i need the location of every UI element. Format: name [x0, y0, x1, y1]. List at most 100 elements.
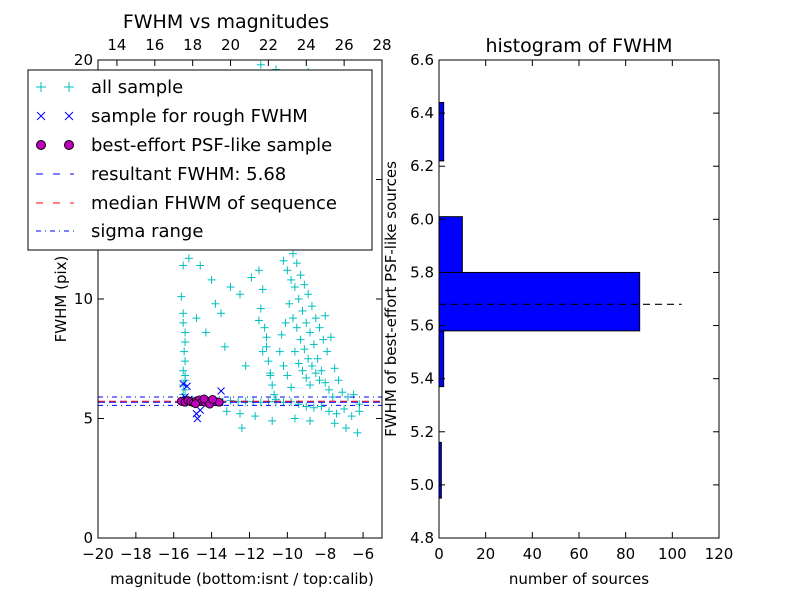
- scatter-y-tick-label: 0: [83, 529, 93, 547]
- legend-label: median FHWM of sequence: [91, 193, 337, 214]
- rough-sample-point-b: [217, 387, 225, 395]
- histogram-y-tick-label: 6.4: [410, 104, 434, 122]
- all-sample-point: [287, 275, 296, 284]
- all-sample-point: [258, 285, 267, 294]
- all-sample-point: [268, 416, 277, 425]
- all-sample-point: [289, 314, 298, 323]
- legend-entry-all-sample: all sample: [36, 77, 183, 98]
- all-sample-point: [179, 318, 188, 327]
- histogram-y-tick-label: 6.2: [410, 157, 434, 175]
- rough-sample-point: [183, 382, 191, 391]
- legend-label: best-effort PSF-like sample: [91, 135, 332, 156]
- legend-entry-sigma-range: sigma range: [36, 221, 203, 242]
- scatter-top-tick-label: 24: [297, 36, 316, 54]
- all-sample-point: [292, 259, 301, 268]
- all-sample-point: [306, 328, 315, 337]
- all-sample-point: [236, 290, 244, 299]
- all-sample-point: [313, 354, 322, 363]
- legend-marker-circle-icon: [36, 140, 74, 150]
- histogram-marks: [438, 101, 682, 499]
- legend-box: [27, 69, 373, 251]
- all-sample-point: [177, 292, 186, 301]
- scatter-x-axis-label: magnitude (bottom:isnt / top:calib): [110, 570, 374, 588]
- psf-sample-point: [199, 394, 209, 404]
- histogram-x-tick-label: 100: [658, 545, 687, 563]
- all-sample-point: [201, 328, 210, 337]
- scatter-bottom-tick-label: −20: [82, 545, 114, 563]
- all-sample-point: [211, 299, 220, 308]
- all-sample-point: [287, 383, 296, 392]
- all-sample-point: [296, 335, 305, 344]
- all-sample-point: [226, 283, 235, 292]
- scatter-top-tick-label: 20: [221, 36, 240, 54]
- all-sample-point: [181, 376, 190, 385]
- all-sample-point: [181, 385, 190, 394]
- all-sample-point: [315, 323, 324, 332]
- histogram-x-ticks: 0 20 40 60 80 100 120: [434, 60, 733, 563]
- all-sample-point: [326, 333, 335, 342]
- all-sample-point: [347, 412, 356, 421]
- psf-sample-point: [208, 394, 217, 404]
- histogram-x-tick-label: 120: [705, 545, 734, 563]
- scatter-legend: all sample sample for rough FWHM best-ef…: [27, 69, 373, 251]
- all-sample-point: [207, 275, 216, 284]
- all-sample-point: [317, 402, 326, 411]
- legend-label: resultant FWHM: 5.68: [91, 164, 286, 185]
- all-sample-point: [226, 396, 235, 405]
- all-sample-point: [260, 323, 269, 332]
- all-sample-point: [262, 333, 271, 342]
- all-sample-point: [258, 347, 267, 356]
- rough-sample-point: [217, 387, 225, 395]
- all-sample-point: [319, 335, 328, 344]
- legend-marker-cross-icon: [36, 111, 74, 121]
- rough-sample-point: [193, 414, 202, 423]
- scatter-y-tick-label: 5: [83, 410, 93, 428]
- all-sample-point: [179, 261, 188, 270]
- scatter-bottom-tick-label: −16: [158, 545, 190, 563]
- all-sample-point: [266, 369, 275, 378]
- all-sample-point: [268, 381, 277, 390]
- all-sample-point: [262, 342, 271, 351]
- all-sample-point: [285, 299, 294, 308]
- all-sample-point: [181, 328, 190, 337]
- all-sample-point: [306, 416, 315, 425]
- scatter-top-ticks: 14 16 18 20 22 24 26 28: [107, 36, 392, 66]
- all-sample-point: [304, 354, 313, 363]
- legend-entry-resultant-fwhm: resultant FWHM: 5.68: [36, 164, 286, 185]
- scatter-top-tick-label: 26: [335, 36, 354, 54]
- legend-entry-psf-sample: best-effort PSF-like sample: [36, 135, 332, 156]
- legend-entry-rough-sample: sample for rough FWHM: [36, 106, 308, 127]
- all-sample-point: [353, 428, 362, 437]
- scatter-top-tick-label: 14: [107, 36, 126, 54]
- all-sample-point: [311, 369, 320, 378]
- all-sample-point: [300, 280, 309, 289]
- all-sample-point: [290, 283, 299, 292]
- all-sample-point: [256, 304, 265, 313]
- histogram-panel: histogram of FWHM 0 20 40 60 80 100 120 4.8 5.0…: [382, 35, 733, 588]
- all-sample-point: [294, 295, 303, 303]
- all-sample-point: [196, 261, 205, 270]
- all-sample-point: [192, 314, 201, 323]
- legend-label: sigma range: [91, 221, 203, 242]
- all-sample-point: [279, 361, 288, 370]
- scatter-bottom-tick-label: −10: [272, 545, 304, 563]
- histogram-y-tick-label: 5.0: [410, 476, 434, 494]
- all-sample-point: [342, 424, 351, 433]
- all-sample-point: [300, 345, 309, 354]
- all-sample-point: [264, 357, 273, 366]
- all-sample-point: [307, 302, 316, 311]
- all-sample-point: [292, 323, 301, 332]
- scatter-bottom-tick-label: −6: [352, 545, 374, 563]
- histogram-x-tick-label: 60: [569, 545, 588, 563]
- all-sample-point: [237, 424, 246, 433]
- scatter-top-tick-label: 22: [259, 36, 278, 54]
- all-sample-point: [281, 318, 290, 327]
- histogram-y-tick-label: 5.8: [410, 263, 434, 281]
- histogram-x-tick-label: 0: [434, 545, 444, 563]
- all-sample-point: [321, 378, 330, 387]
- histogram-y-tick-label: 5.2: [410, 423, 434, 441]
- histogram-x-tick-label: 20: [476, 545, 495, 563]
- scatter-top-tick-label: 28: [372, 36, 391, 54]
- all-sample-point: [241, 361, 250, 370]
